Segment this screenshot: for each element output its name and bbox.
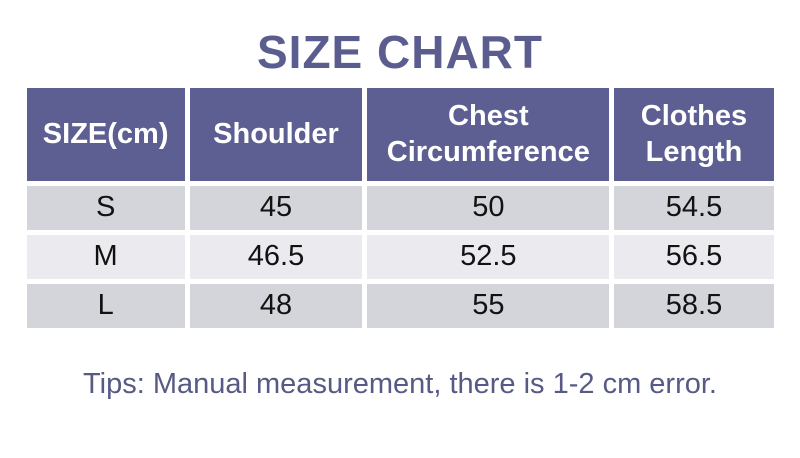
column-header-chest-circumference: Chest Circumference bbox=[367, 87, 610, 181]
chest-cell: 55 bbox=[367, 283, 610, 328]
size-cell: S bbox=[26, 185, 185, 230]
table-row-l: L 48 55 58.5 bbox=[26, 283, 774, 328]
length-cell: 56.5 bbox=[614, 234, 774, 279]
chest-cell: 52.5 bbox=[367, 234, 610, 279]
shoulder-cell: 46.5 bbox=[189, 234, 363, 279]
column-header-clothes-length: Clothes Length bbox=[614, 87, 774, 181]
table-row-s: S 45 50 54.5 bbox=[26, 185, 774, 230]
shoulder-cell: 48 bbox=[189, 283, 363, 328]
column-header-shoulder: Shoulder bbox=[189, 87, 363, 181]
length-cell: 58.5 bbox=[614, 283, 774, 328]
size-cell: L bbox=[26, 283, 185, 328]
chest-cell: 50 bbox=[367, 185, 610, 230]
table-row-m: M 46.5 52.5 56.5 bbox=[26, 234, 774, 279]
page-title: SIZE CHART bbox=[257, 26, 543, 78]
shoulder-cell: 45 bbox=[189, 185, 363, 230]
tips-note: Tips: Manual measurement, there is 1-2 c… bbox=[83, 367, 717, 400]
table-header-row: SIZE(cm) Shoulder Chest Circumference Cl… bbox=[26, 87, 774, 181]
length-cell: 54.5 bbox=[614, 185, 774, 230]
column-header-size: SIZE(cm) bbox=[26, 87, 185, 181]
size-table: SIZE(cm) Shoulder Chest Circumference Cl… bbox=[22, 83, 779, 333]
size-cell: M bbox=[26, 234, 185, 279]
